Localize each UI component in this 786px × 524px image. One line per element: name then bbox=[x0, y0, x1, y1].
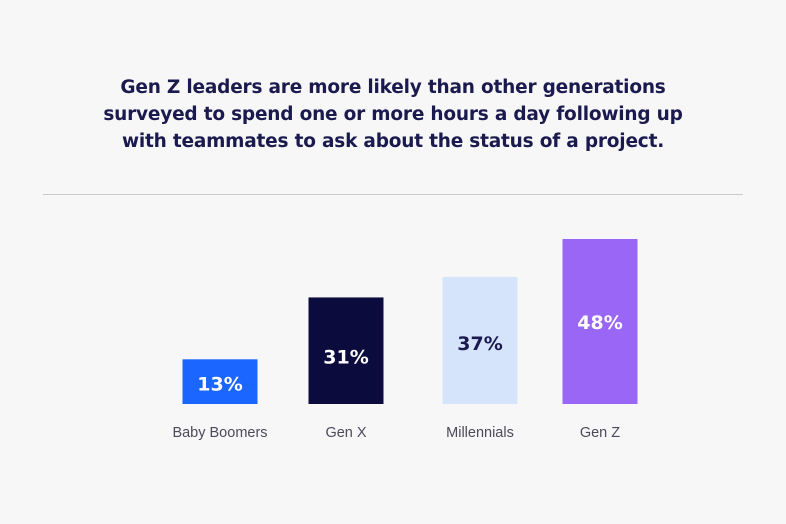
chart-title-line-3: with teammates to ask about the status o… bbox=[121, 131, 665, 152]
value-label-gen-x: 31% bbox=[323, 346, 368, 368]
category-label-gen-x: Gen X bbox=[325, 425, 366, 441]
value-label-baby-boomers: 13% bbox=[197, 373, 242, 395]
value-label-gen-z: 48% bbox=[577, 312, 622, 334]
bar-millennials bbox=[442, 276, 518, 404]
chart-title-line-1: Gen Z leaders are more likely than other… bbox=[120, 77, 666, 98]
category-label-millennials: Millennials bbox=[446, 425, 514, 441]
value-label-millennials: 37% bbox=[457, 333, 502, 355]
bar-baby-boomers bbox=[182, 359, 258, 404]
bar-gen-x bbox=[308, 297, 384, 404]
chart-title: Gen Z leaders are more likely than other… bbox=[43, 74, 743, 155]
category-label-gen-z: Gen Z bbox=[580, 425, 620, 441]
bar-gen-z bbox=[562, 239, 638, 404]
title-divider bbox=[43, 194, 743, 195]
chart-title-line-2: surveyed to spend one or more hours a da… bbox=[103, 104, 683, 125]
category-label-baby-boomers: Baby Boomers bbox=[172, 425, 267, 441]
